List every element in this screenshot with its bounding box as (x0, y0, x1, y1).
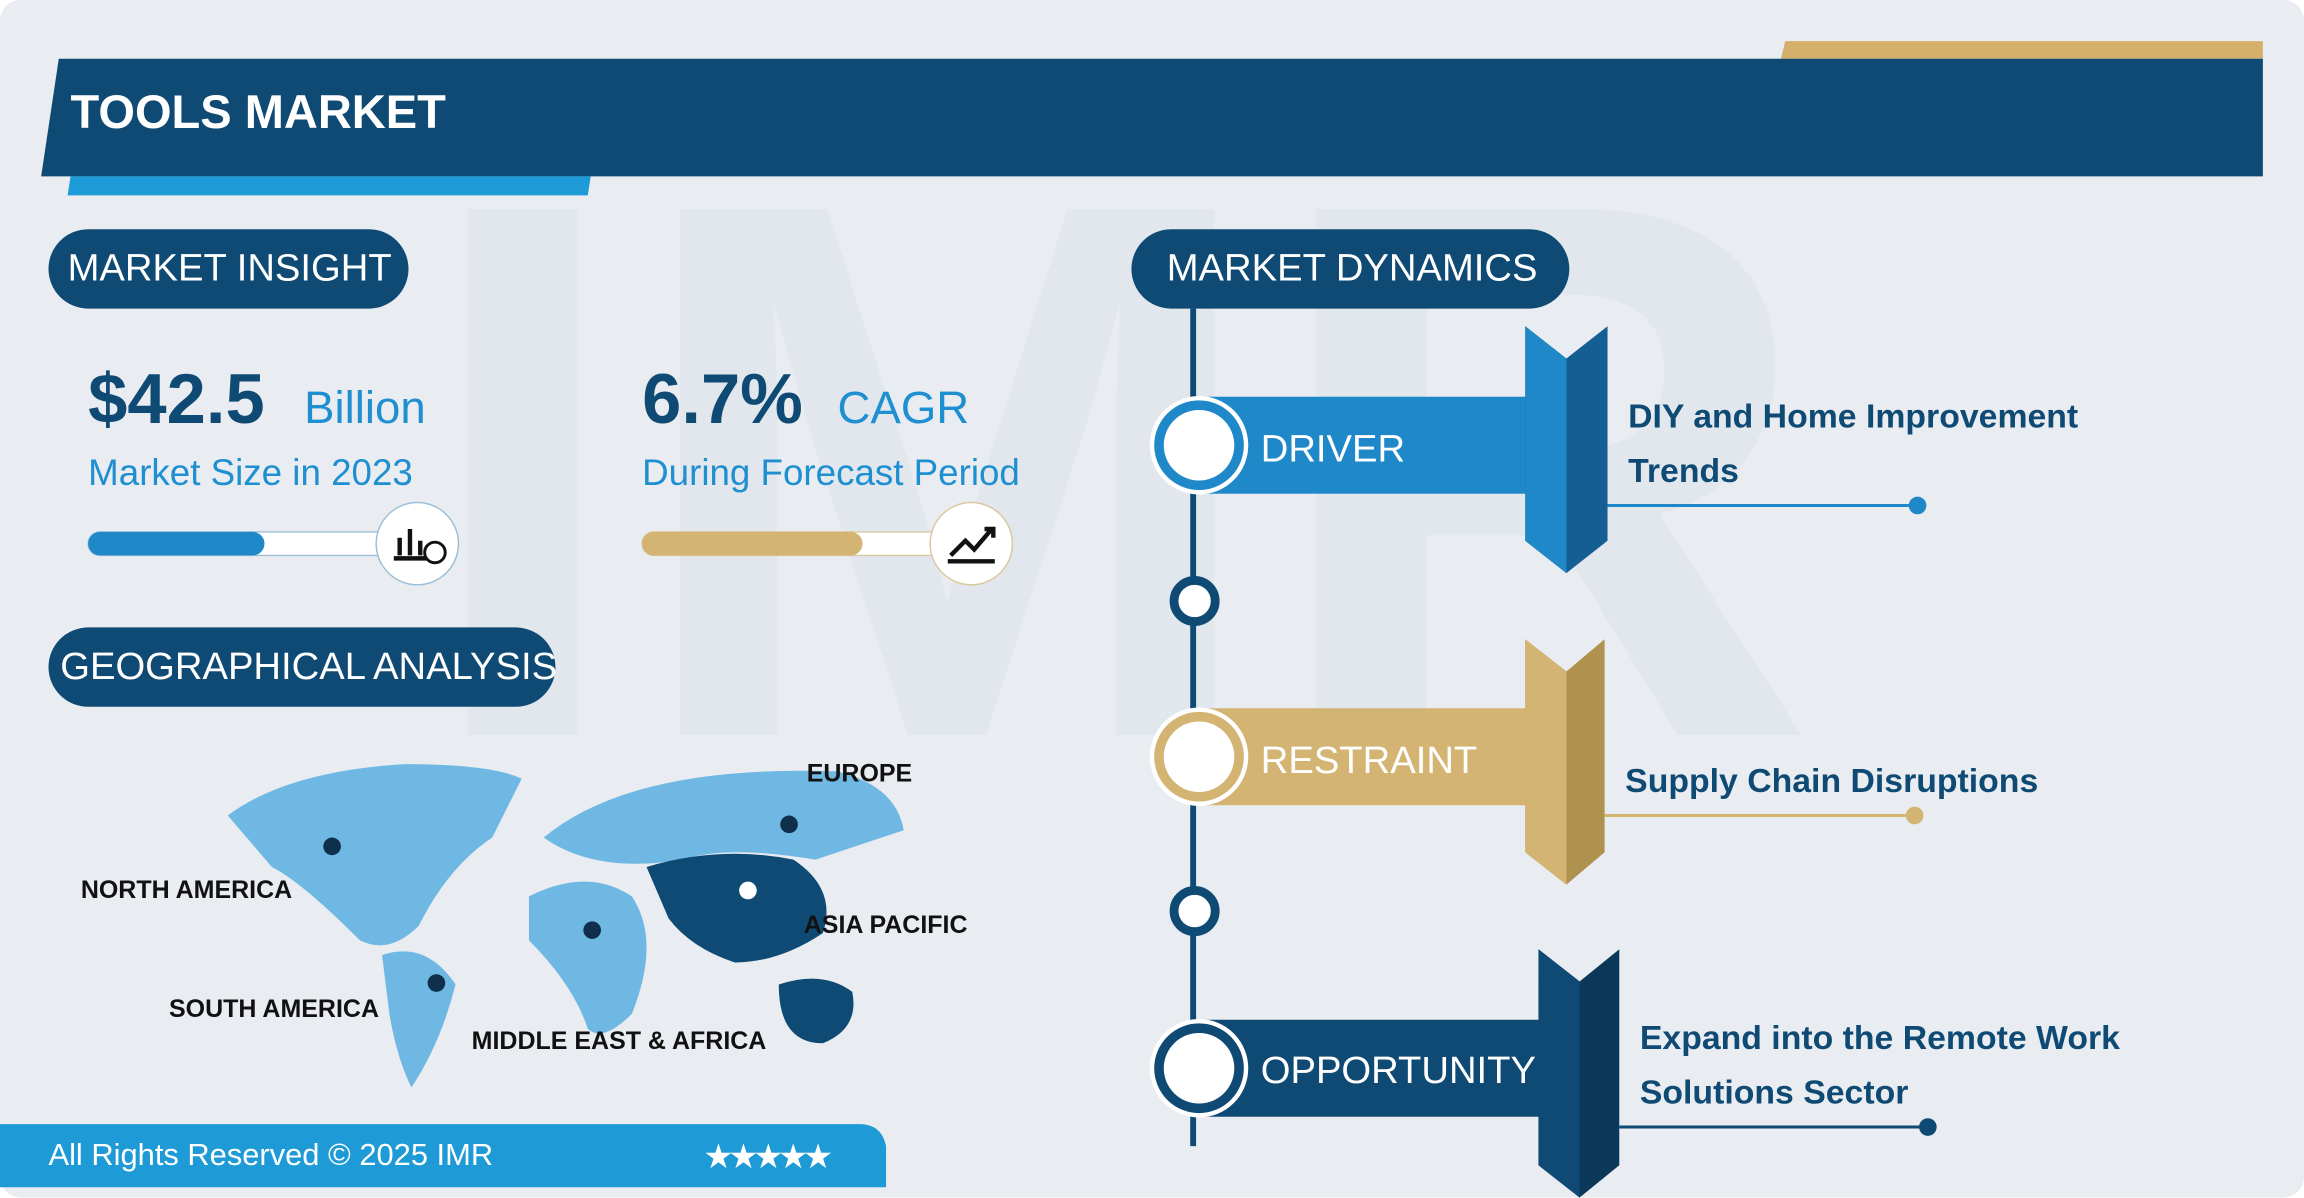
dynamic-label: OPPORTUNITY (1260, 1047, 1537, 1092)
restraint-banner (1193, 708, 1532, 806)
connector-dot (1908, 496, 1927, 515)
header-title: TOOLS MARKET (70, 85, 446, 139)
market-size-value: $42.5 (88, 361, 265, 440)
market-size-label: Market Size in 2023 (88, 452, 413, 494)
blue-strip (67, 176, 591, 196)
market-size-unit: Billion (304, 382, 426, 434)
cagr-value: 6.7% (642, 361, 803, 440)
dynamic-label: DRIVER (1260, 426, 1406, 471)
pill (48, 627, 556, 707)
gold-strip (1780, 41, 2263, 59)
pill (1131, 229, 1570, 309)
footer-bar (0, 1124, 887, 1188)
africa (528, 881, 647, 1034)
region-label: MIDDLE EAST & AFRICA (471, 1027, 767, 1056)
region-label: NORTH AMERICA (80, 875, 293, 904)
header-bar (41, 58, 2263, 177)
icon (375, 501, 460, 586)
progress-fill (88, 531, 265, 556)
dynamic-label: RESTRAINT (1260, 737, 1478, 782)
opportunity-icon (1163, 1032, 1235, 1104)
driver-banner (1193, 396, 1532, 494)
north-america (227, 764, 522, 946)
connector-dot (1905, 806, 1924, 825)
timeline-node (1169, 886, 1220, 937)
europe (543, 770, 904, 864)
region-label: ASIA PACIFIC (803, 911, 968, 939)
pill (48, 229, 409, 309)
footer-text: All Rights Reserved © 2025 IMR (48, 1138, 494, 1173)
section-heading: MARKET DYNAMICS (1166, 245, 1538, 290)
icon-glyph (947, 526, 996, 564)
australia (778, 978, 854, 1044)
driver-chevron (1525, 326, 1567, 574)
opportunity-chevron (1538, 949, 1580, 1198)
cagr-label: During Forecast Period (642, 452, 1020, 494)
rating: ★★★★★ (705, 1141, 831, 1175)
dynamic-text: Supply Chain Disruptions (1625, 761, 2039, 800)
map-pins (323, 815, 798, 992)
region-label: EUROPE (806, 759, 913, 788)
world-map (227, 764, 904, 1088)
icon-glyph (393, 528, 438, 561)
connector-dot (1919, 1118, 1937, 1136)
restraint-chevron (1525, 639, 1567, 885)
driver-icon (1163, 409, 1235, 481)
section-heading: MARKET INSIGHT (67, 245, 392, 290)
dynamic-text: Expand into the Remote Work Solutions Se… (1639, 1018, 2120, 1111)
opportunity-banner (1193, 1019, 1546, 1117)
progress-fill (642, 531, 863, 556)
section-heading: GEOGRAPHICAL ANALYSIS (60, 643, 558, 688)
cagr-unit: CAGR (837, 382, 970, 434)
asia (646, 853, 827, 963)
restraint-icon (1163, 721, 1235, 793)
timeline-node (1169, 576, 1220, 626)
region-label: SOUTH AMERICA (168, 994, 380, 1023)
dynamic-text: DIY and Home Improvement Trends (1628, 396, 2079, 490)
icon-glyph (423, 540, 447, 565)
